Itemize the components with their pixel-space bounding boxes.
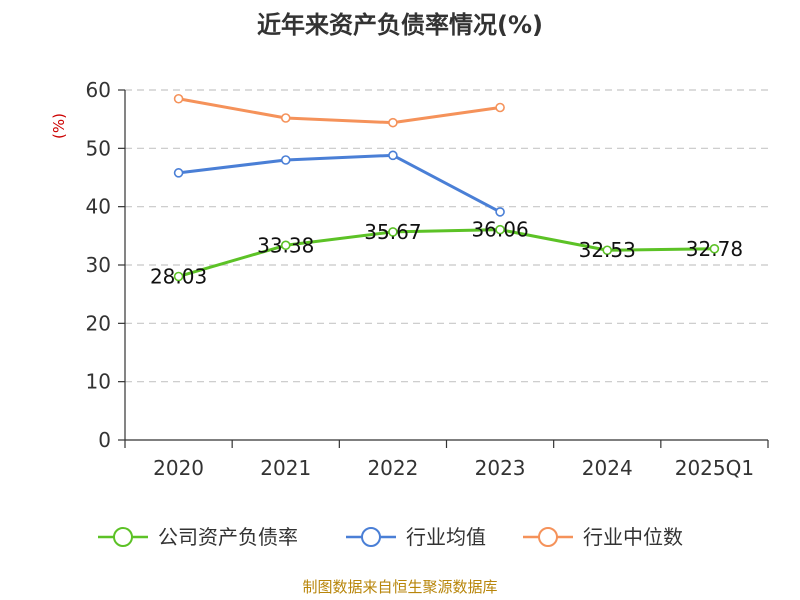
legend-item-2: 行业中位数 — [523, 525, 683, 549]
x-tick-label: 2023 — [475, 456, 526, 480]
data-label: 35.67 — [364, 220, 421, 244]
legend-swatch-marker — [113, 527, 133, 547]
chart-title: 近年来资产负债率情况(%) — [257, 11, 543, 39]
y-tick-label: 50 — [86, 136, 111, 160]
data-point — [388, 117, 398, 128]
y-tick-label: 60 — [86, 78, 111, 102]
x-tick-label: 2025Q1 — [675, 456, 754, 480]
y-tick-label: 0 — [98, 428, 111, 452]
y-tick-label: 40 — [86, 195, 111, 219]
data-label: 36.06 — [471, 218, 528, 242]
data-point — [388, 150, 398, 161]
legend-item-0: 公司资产负债率 — [98, 525, 298, 549]
legend-label: 行业中位数 — [583, 525, 683, 549]
series-line-1 — [178, 153, 501, 214]
x-tick-label: 2022 — [367, 456, 418, 480]
data-point — [388, 227, 398, 237]
source-note: 制图数据来自恒生聚源数据库 — [302, 578, 497, 596]
y-axis-unit: (%) — [50, 113, 68, 139]
x-tick-label: 2024 — [582, 456, 633, 480]
data-label: 32.53 — [579, 238, 636, 262]
data-point — [280, 240, 291, 251]
data-label: 28.03 — [150, 264, 207, 288]
data-point — [173, 168, 184, 178]
data-point — [602, 245, 613, 256]
y-axis-ticks: 0 10 20 30 40 50 60 — [86, 78, 125, 452]
data-labels: 28.03 33.38 35.67 36.06 32.53 32.78 — [150, 218, 743, 289]
y-tick-label: 30 — [86, 253, 111, 277]
data-point — [495, 102, 505, 113]
x-axis-ticks: 2020 2021 2022 2023 2024 2025Q1 — [124, 440, 769, 480]
series-line-0 — [178, 228, 715, 278]
data-point — [173, 93, 184, 104]
legend-item-1: 行业均值 — [346, 525, 486, 549]
legend-label: 行业均值 — [406, 525, 486, 549]
y-tick-label: 10 — [86, 370, 111, 394]
y-tick-label: 20 — [86, 311, 111, 335]
data-label: 33.38 — [257, 233, 314, 257]
series-group — [173, 93, 720, 282]
grid-lines — [125, 89, 768, 383]
data-point — [280, 155, 291, 165]
legend: 公司资产负债率 行业均值 行业中位数 — [98, 525, 683, 549]
legend-swatch-marker — [538, 527, 558, 547]
legend-swatch-marker — [361, 527, 381, 547]
x-tick-label: 2021 — [260, 456, 311, 480]
data-point — [495, 224, 505, 235]
series-line-2 — [178, 97, 501, 125]
data-point — [280, 113, 291, 123]
data-point — [495, 207, 505, 217]
legend-label: 公司资产负债率 — [158, 525, 298, 549]
data-label: 32.78 — [686, 237, 743, 261]
data-point — [709, 243, 720, 254]
x-tick-label: 2020 — [153, 456, 204, 480]
data-point — [173, 271, 184, 282]
